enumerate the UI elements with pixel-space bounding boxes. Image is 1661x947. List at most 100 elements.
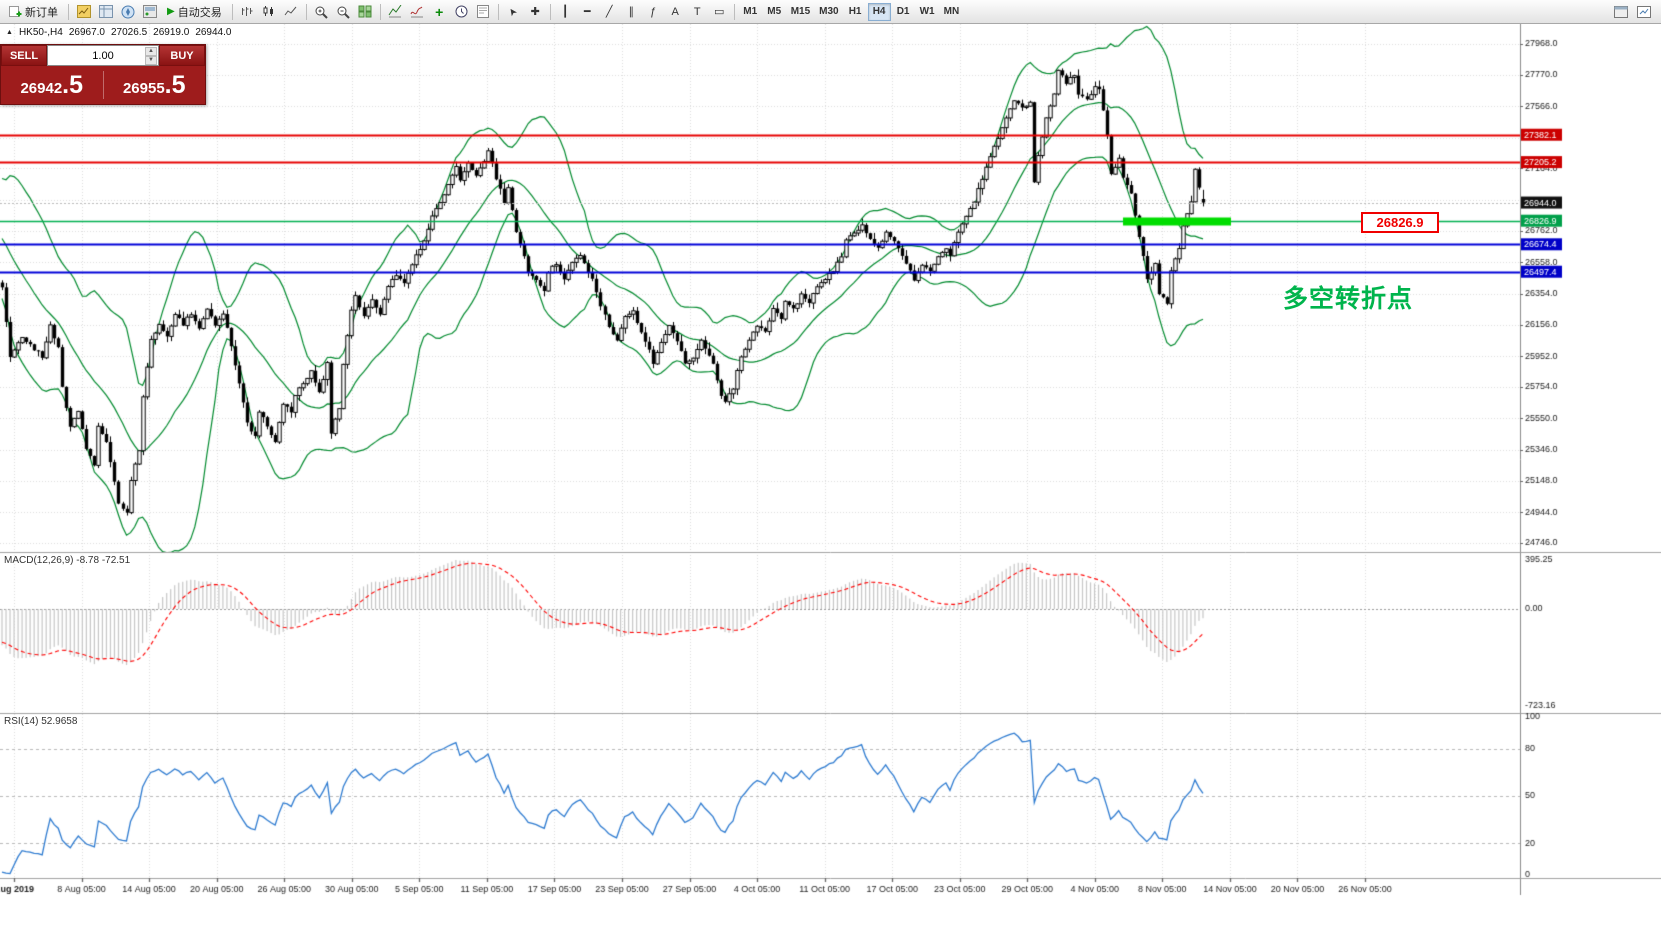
volume-down-button[interactable]: ▼: [145, 55, 157, 65]
chart-window-button[interactable]: [1610, 2, 1631, 22]
timeframe-mn-button[interactable]: MN: [940, 3, 964, 21]
new-order-button[interactable]: 新订单: [3, 2, 64, 22]
toolbar-separator: [733, 3, 735, 20]
timeframe-m30-button[interactable]: M30: [815, 3, 842, 21]
timeframe-m15-button[interactable]: M15: [787, 3, 814, 21]
cursor-tool-button[interactable]: ➤: [503, 2, 524, 22]
macd-indicator-label: MACD(12,26,9) -8.78 -72.51: [4, 555, 131, 566]
timeframe-h4-button[interactable]: H4: [867, 2, 891, 21]
zoom-out-button[interactable]: [333, 2, 354, 22]
quote-close: 26944.0: [195, 27, 232, 38]
volume-up-button[interactable]: ▲: [145, 46, 157, 56]
new-chart-icon: [1636, 5, 1651, 18]
terminal-button[interactable]: [139, 2, 160, 22]
trendline-tool-button[interactable]: ╱: [599, 2, 620, 22]
trade-panel-divider: [102, 71, 104, 99]
quote-low: 26919.0: [153, 27, 190, 38]
indicator-windows-button[interactable]: [407, 2, 428, 22]
text-tool-icon: A: [671, 5, 679, 18]
buy-price[interactable]: 26955.5: [104, 71, 206, 100]
sell-price[interactable]: 26942.5: [1, 71, 103, 100]
timeframe-m5-button[interactable]: M5: [763, 3, 786, 21]
shapes-icon: ▭: [714, 6, 725, 18]
volume-value[interactable]: 1.00: [92, 49, 114, 62]
toolbar-separator: [549, 3, 551, 20]
chart-text-annotation: 多空转折点: [1283, 285, 1414, 313]
sell-button[interactable]: SELL: [1, 45, 47, 66]
trade-panel-controls: SELL 1.00 ▲ ▼ BUY: [1, 45, 205, 66]
line-chart-mode-button[interactable]: [281, 2, 302, 22]
vertical-line-tool-button[interactable]: ┃: [555, 2, 576, 22]
buy-price-pip: .5: [164, 70, 186, 99]
timeframe-h1-button[interactable]: H1: [844, 3, 867, 21]
line-chart-icon: [284, 6, 297, 16]
quote-open: 26967.0: [68, 27, 105, 38]
fibonacci-tool-button[interactable]: ƒ: [643, 2, 664, 22]
add-indicator-icon: +: [435, 3, 444, 20]
data-window-icon: [98, 5, 113, 18]
terminal-icon: [142, 5, 157, 18]
quote-high: 27026.5: [111, 27, 148, 38]
horizontal-line-tool-button[interactable]: ━: [577, 2, 598, 22]
data-window-button[interactable]: [95, 2, 116, 22]
price-level-flag[interactable]: 26826.9: [1361, 212, 1439, 233]
bar-chart-icon: [242, 7, 253, 16]
period-button[interactable]: [451, 2, 472, 22]
symbol-period-label: HK50-,H4: [18, 27, 63, 38]
toolbar-right-group: [1610, 2, 1658, 22]
buy-button[interactable]: BUY: [159, 45, 205, 66]
new-chart-button[interactable]: [1633, 2, 1654, 22]
template-icon: [477, 5, 490, 18]
tile-windows-icon: [358, 5, 372, 18]
autotrading-button[interactable]: ▶ 自动交易: [161, 2, 228, 22]
one-click-trading-panel: SELL 1.00 ▲ ▼ BUY 26942.5 26955.5: [0, 44, 206, 105]
vertical-line-icon: ┃: [561, 6, 569, 18]
navigator-button[interactable]: [117, 2, 138, 22]
candlestick-icon: [263, 6, 274, 16]
new-order-label: 新订单: [25, 6, 58, 19]
label-tool-button[interactable]: T: [687, 2, 708, 22]
candlestick-mode-button[interactable]: [259, 2, 280, 22]
zoom-in-button[interactable]: [311, 2, 332, 22]
toolbar-separator: [379, 3, 381, 20]
indicators-icon: [388, 5, 402, 18]
shapes-tool-button[interactable]: ▭: [709, 2, 730, 22]
timeframe-m1-button[interactable]: M1: [739, 3, 762, 21]
template-button[interactable]: [473, 2, 494, 22]
trade-panel-prices: 26942.5 26955.5: [1, 66, 205, 104]
indicator-windows-icon: [410, 6, 424, 18]
bar-chart-mode-button[interactable]: [237, 2, 258, 22]
clock-icon: [455, 5, 468, 18]
fibonacci-icon: ƒ: [650, 5, 657, 18]
volume-spinner: ▲ ▼: [145, 46, 157, 65]
chart-window-icon: [1613, 5, 1628, 18]
zoom-in-icon: [315, 6, 328, 19]
market-watch-icon: [76, 5, 91, 18]
toolbar-separator: [497, 3, 499, 20]
tile-windows-button[interactable]: [355, 2, 376, 22]
chart-canvas[interactable]: [0, 24, 1661, 947]
crosshair-icon: ✚: [530, 6, 540, 18]
text-tool-button[interactable]: A: [665, 2, 686, 22]
uptick-icon: ▲: [6, 29, 13, 36]
indicators-button[interactable]: [385, 2, 406, 22]
buy-price-main: 26955: [122, 79, 165, 97]
trendline-icon: ╱: [605, 6, 613, 18]
rsi-indicator-label: RSI(14) 52.9658: [4, 716, 78, 727]
add-indicator-button[interactable]: +: [429, 2, 450, 22]
autotrading-play-icon: ▶: [167, 6, 175, 17]
chart-quote-header: ▲ HK50-,H4 26967.0 27026.5 26919.0 26944…: [6, 27, 231, 38]
crosshair-tool-button[interactable]: ✚: [525, 2, 546, 22]
channel-tool-button[interactable]: ∥: [621, 2, 642, 22]
volume-field[interactable]: 1.00 ▲ ▼: [47, 45, 159, 66]
sell-price-main: 26942: [20, 79, 63, 97]
timeframe-w1-button[interactable]: W1: [916, 3, 939, 21]
toolbar-separator: [305, 3, 307, 20]
market-watch-button[interactable]: [73, 2, 94, 22]
autotrading-label: 自动交易: [177, 6, 222, 19]
horizontal-line-icon: ━: [583, 6, 591, 18]
timeframe-d1-button[interactable]: D1: [892, 3, 915, 21]
toolbar-separator: [68, 3, 69, 20]
main-toolbar: 新订单 ▶ 自动交易: [0, 0, 1661, 24]
